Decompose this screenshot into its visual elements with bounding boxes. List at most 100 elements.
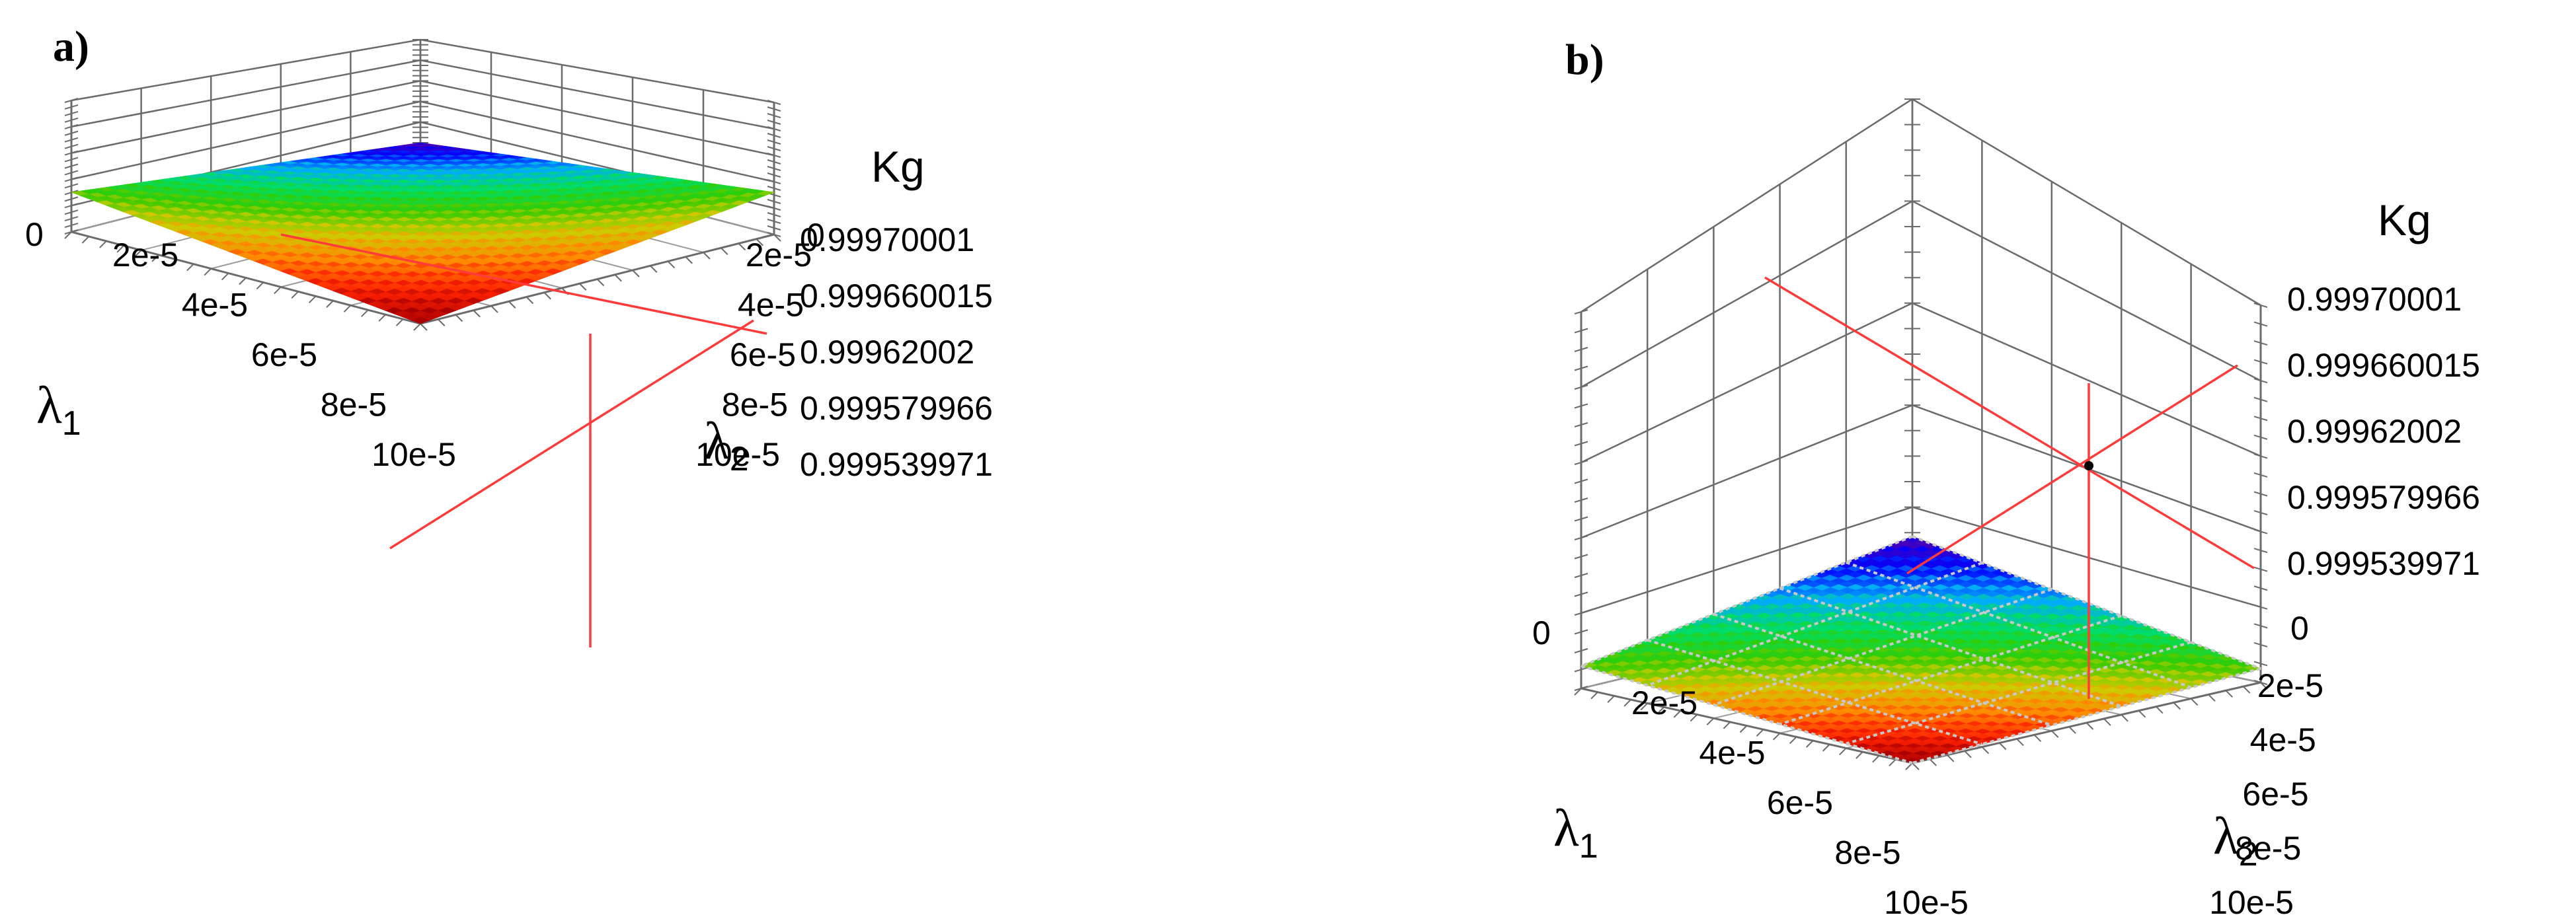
y-tick-label: 2e-5 bbox=[746, 237, 812, 274]
z-minor-tick bbox=[64, 98, 79, 103]
y-minor-tick bbox=[2068, 726, 2076, 734]
z-minor-tick bbox=[64, 216, 79, 222]
z-minor-tick bbox=[1574, 478, 1588, 484]
x-minor-tick bbox=[1640, 702, 1648, 711]
y-minor-tick bbox=[543, 292, 551, 300]
y-minor-tick bbox=[2260, 682, 2268, 690]
x-minor-tick bbox=[256, 281, 264, 290]
cursor-line bbox=[280, 233, 767, 335]
surface bbox=[71, 142, 775, 324]
z-tick-label: 0.999660015 bbox=[800, 277, 993, 314]
x-axis-title-subscript: 1 bbox=[62, 404, 81, 443]
z-tick-label-zero-left: 0 bbox=[25, 216, 44, 253]
y-minor-tick bbox=[756, 238, 763, 246]
z-minor-tick bbox=[2253, 321, 2268, 327]
x-minor-tick bbox=[343, 305, 352, 312]
y-axis-title-symbol: λ bbox=[2213, 807, 2239, 865]
z-minor-tick bbox=[767, 199, 781, 204]
x-minor-tick bbox=[1756, 729, 1764, 737]
y-minor-tick bbox=[1999, 742, 2007, 751]
z-minor-tick bbox=[1574, 516, 1588, 522]
z-minor-tick bbox=[1574, 667, 1588, 673]
z-minor-tick bbox=[2253, 585, 2268, 591]
surface-wireframe bbox=[1912, 667, 2261, 764]
z-minor-tick bbox=[2253, 623, 2268, 629]
z-minor-tick bbox=[64, 223, 79, 229]
x-minor-tick bbox=[308, 295, 317, 304]
x-tick-label: 10e-5 bbox=[371, 436, 456, 473]
z-minor-tick bbox=[1574, 573, 1588, 578]
z-tick-label: 0.999579966 bbox=[2287, 479, 2480, 516]
y-axis-title-subscript: 2 bbox=[730, 440, 749, 478]
cursor-line bbox=[389, 319, 754, 550]
surface-wireframe bbox=[1713, 612, 2052, 727]
y-minor-tick bbox=[579, 283, 587, 291]
z-minor-tick bbox=[64, 137, 79, 143]
x-minor-tick bbox=[1872, 754, 1880, 763]
x-minor-tick bbox=[1723, 721, 1731, 729]
z-minor-tick bbox=[64, 124, 79, 129]
x-minor-tick bbox=[1822, 744, 1830, 752]
z-tick-label: 0.999579966 bbox=[800, 390, 993, 427]
z-minor-tick bbox=[767, 159, 781, 165]
x-minor-tick bbox=[1574, 688, 1582, 696]
z-minor-tick bbox=[1574, 365, 1588, 371]
y-minor-tick bbox=[1964, 750, 1972, 758]
y-minor-tick bbox=[650, 265, 658, 273]
y-minor-tick bbox=[596, 278, 605, 287]
x-axis-title: λ1 bbox=[1553, 799, 1598, 865]
z-axis-title: Kg bbox=[871, 142, 925, 191]
surface-wireframe bbox=[1846, 561, 2192, 689]
z-minor-tick bbox=[767, 113, 781, 118]
z-minor-tick bbox=[767, 186, 781, 191]
z-minor-tick bbox=[1574, 554, 1588, 560]
y-minor-tick bbox=[773, 234, 781, 242]
surface-wireframe bbox=[1779, 614, 2122, 726]
z-minor-tick bbox=[2253, 566, 2268, 572]
z-minor-tick bbox=[2253, 303, 2268, 308]
x-tick-label: 6e-5 bbox=[251, 336, 317, 373]
z-minor-tick bbox=[767, 205, 781, 211]
z-minor-tick bbox=[2253, 359, 2268, 365]
y-minor-tick bbox=[703, 252, 711, 260]
y-tick-label: 8e-5 bbox=[722, 386, 788, 423]
x-tick-label: 6e-5 bbox=[1767, 784, 1833, 821]
z-minor-tick bbox=[2253, 378, 2268, 384]
left-back-wall bbox=[1581, 99, 1912, 688]
x-minor-tick bbox=[326, 300, 334, 308]
y-minor-tick bbox=[1929, 758, 1937, 766]
x-minor-tick bbox=[81, 236, 90, 244]
x-minor-tick bbox=[151, 254, 159, 262]
z-minor-tick bbox=[1574, 648, 1588, 653]
z-minor-tick bbox=[1574, 441, 1588, 447]
z-minor-tick bbox=[1574, 535, 1588, 540]
x-minor-tick bbox=[1623, 699, 1631, 707]
z-minor-tick bbox=[1574, 629, 1588, 635]
z-tick-label: 0.999539971 bbox=[800, 446, 993, 483]
x-minor-tick bbox=[1590, 691, 1598, 700]
z-minor-tick bbox=[1574, 309, 1588, 314]
y-minor-tick bbox=[508, 301, 516, 309]
x-minor-tick bbox=[1673, 710, 1682, 718]
z-minor-tick bbox=[2253, 661, 2268, 667]
z-axis-title: Kg bbox=[2378, 196, 2431, 244]
z-minor-tick bbox=[2253, 434, 2268, 440]
surface-wireframe bbox=[1779, 587, 2122, 708]
z-minor-tick bbox=[2253, 491, 2268, 497]
z-minor-tick bbox=[2253, 472, 2268, 478]
x-minor-tick bbox=[99, 240, 107, 248]
z-minor-tick bbox=[2253, 416, 2268, 422]
x-minor-tick bbox=[1905, 762, 1913, 770]
x-minor-tick bbox=[413, 323, 421, 331]
y-minor-tick bbox=[1946, 754, 1955, 762]
surface-wireframe bbox=[1581, 535, 1913, 667]
z-minor-tick bbox=[64, 170, 79, 176]
x-tick-label: 4e-5 bbox=[182, 287, 248, 324]
y-minor-tick bbox=[2242, 686, 2251, 694]
x-axis-title-subscript: 1 bbox=[1579, 827, 1598, 865]
y-tick-label: 10e-5 bbox=[695, 436, 780, 473]
x-minor-tick bbox=[169, 258, 177, 267]
y-minor-tick bbox=[1912, 762, 1920, 770]
x-minor-tick bbox=[1607, 695, 1615, 704]
y-minor-tick bbox=[2208, 694, 2216, 702]
